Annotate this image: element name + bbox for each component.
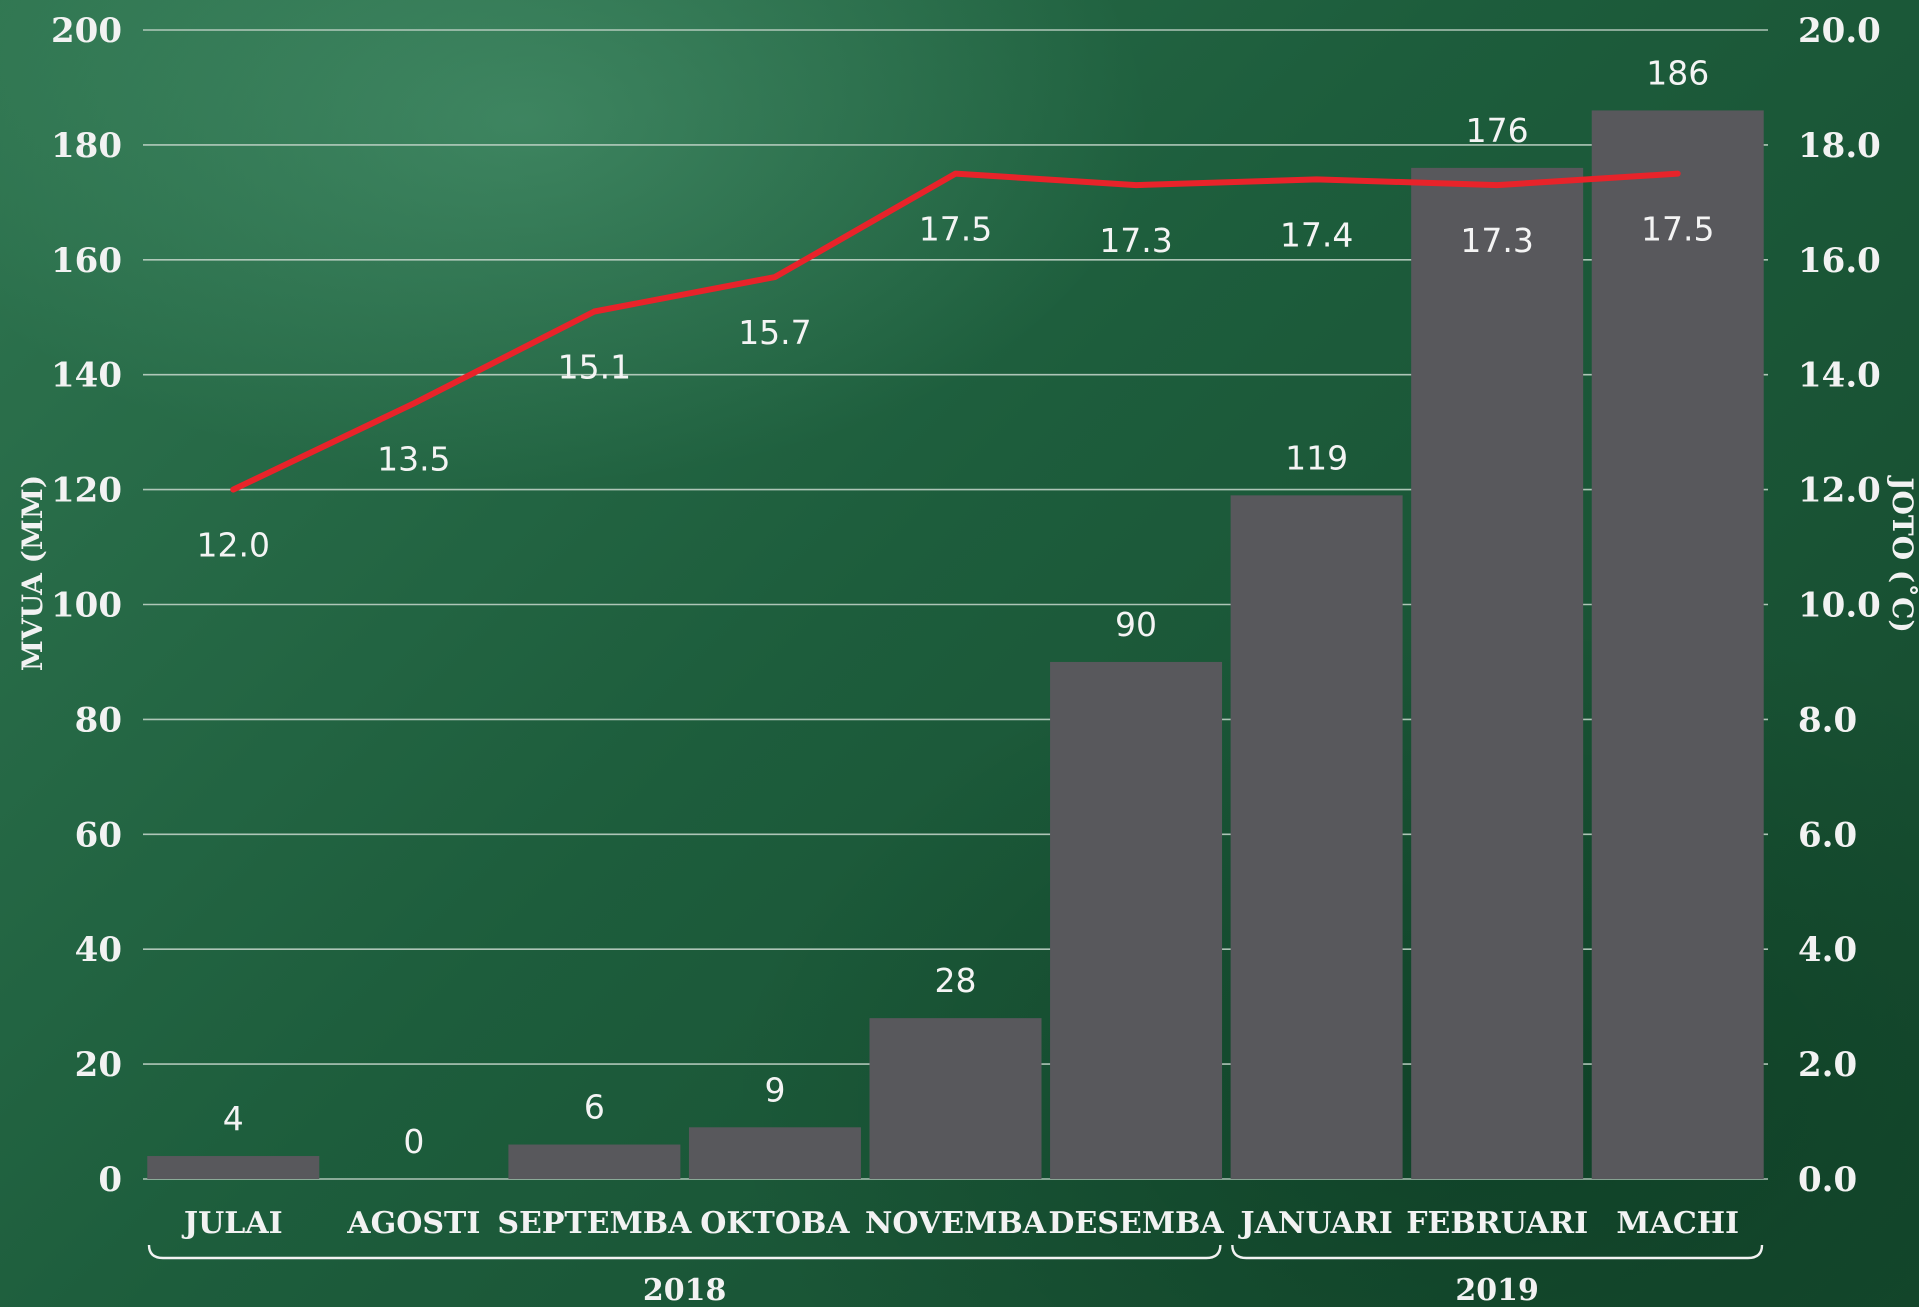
right-tick-label: 20.0 [1798, 11, 1881, 51]
category-label: MACHI [1616, 1206, 1739, 1241]
temperature-value-label: 15.1 [558, 348, 631, 387]
left-tick-label: 100 [51, 586, 122, 626]
temperature-value-label: 17.4 [1280, 215, 1353, 254]
rainfall-value-label: 119 [1285, 438, 1348, 477]
year-label: 2018 [643, 1273, 727, 1307]
temperature-value-label: 12.0 [197, 526, 270, 565]
category-label: JULAI [181, 1206, 283, 1241]
rainfall-value-label: 6 [584, 1088, 605, 1127]
left-tick-label: 60 [75, 815, 122, 855]
rainfall-value-label: 0 [403, 1122, 424, 1161]
left-tick-label: 160 [51, 241, 122, 281]
right-tick-label: 18.0 [1798, 126, 1881, 166]
rainfall-bar [1050, 661, 1223, 1179]
rainfall-bar [688, 1127, 861, 1179]
left-tick-label: 40 [75, 930, 122, 970]
left-tick-label: 200 [51, 11, 122, 51]
category-label: JANUARI [1237, 1206, 1392, 1241]
rainfall-value-label: 9 [764, 1070, 785, 1109]
rainfall-bar [869, 1018, 1042, 1179]
right-tick-label: 8.0 [1798, 700, 1857, 740]
left-axis-title: MVUA (MM) [16, 475, 49, 671]
category-label: DESEMBA [1048, 1206, 1224, 1241]
category-label: FEBRUARI [1406, 1206, 1588, 1241]
temperature-value-label: 17.3 [1460, 221, 1533, 260]
left-tick-label: 20 [75, 1045, 122, 1085]
left-tick-label: 140 [51, 356, 122, 396]
right-tick-label: 0.0 [1798, 1160, 1857, 1200]
category-label: SEPTEMBA [497, 1206, 692, 1241]
rainfall-value-label: 176 [1466, 111, 1529, 150]
rainfall-bar [147, 1156, 320, 1179]
temperature-value-label: 13.5 [377, 439, 450, 478]
temperature-line [230, 170, 1681, 493]
year-bracket [147, 1244, 1222, 1260]
left-tick-label: 180 [51, 126, 122, 166]
rainfall-value-label: 4 [223, 1099, 244, 1138]
year-label: 2019 [1455, 1273, 1539, 1307]
left-tick-label: 0 [98, 1160, 122, 1200]
rainfall-bar [1230, 495, 1403, 1180]
right-tick-label: 16.0 [1798, 241, 1881, 281]
temperature-value-label: 17.3 [1099, 221, 1172, 260]
temperature-value-label: 17.5 [1641, 210, 1714, 249]
right-tick-label: 6.0 [1798, 815, 1857, 855]
temperature-value-label: 15.7 [738, 313, 811, 352]
rainfall-value-label: 90 [1115, 605, 1157, 644]
right-tick-label: 14.0 [1798, 356, 1881, 396]
year-bracket [1231, 1244, 1764, 1260]
temperature-value-label: 17.5 [919, 210, 992, 249]
rainfall-bar [1411, 167, 1584, 1179]
right-tick-label: 12.0 [1798, 471, 1881, 511]
rainfall-bar [1591, 110, 1764, 1179]
rainfall-bar [508, 1144, 681, 1179]
right-tick-label: 10.0 [1798, 586, 1881, 626]
category-label: AGOSTI [346, 1206, 480, 1241]
category-label: NOVEMBA [865, 1206, 1047, 1241]
right-tick-label: 2.0 [1798, 1045, 1857, 1085]
right-axis-title: JOTO (˚C) [1886, 474, 1919, 632]
right-tick-label: 4.0 [1798, 930, 1857, 970]
left-tick-label: 120 [51, 471, 122, 511]
rainfall-value-label: 186 [1646, 53, 1709, 92]
category-label: OKTOBA [700, 1206, 850, 1241]
left-tick-label: 80 [75, 700, 122, 740]
rainfall-value-label: 28 [935, 961, 977, 1000]
